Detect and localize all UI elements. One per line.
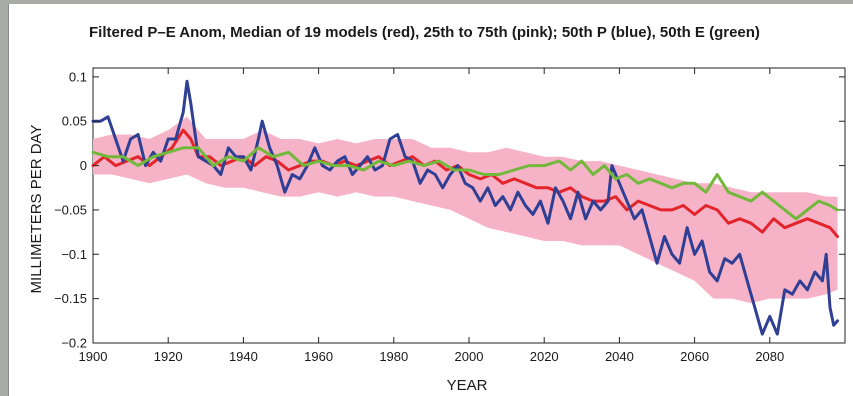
x-tick-label-2080: 2080 — [755, 349, 784, 364]
y-tick-label-3: −0.05 — [54, 202, 87, 217]
band-25-75 — [93, 116, 838, 304]
series-line-p50 — [91, 79, 839, 336]
x-tick-label-1900: 1900 — [79, 349, 108, 364]
y-tick-label-6: −0.2 — [61, 336, 87, 351]
x-tick-label-2020: 2020 — [530, 349, 559, 364]
y-tick-label-2: 0 — [80, 158, 87, 173]
y-tick-label-1: 0.05 — [62, 114, 87, 129]
chart-frame: Filtered P–E Anom, Median of 19 models (… — [8, 4, 853, 396]
x-tick-label-2040: 2040 — [605, 349, 634, 364]
plot-area: 1900 1920 1940 1960 1980 2000 2020 2040 2060 2080… — [54, 67, 846, 364]
chart-title: Filtered P–E Anom, Median of 19 models (… — [89, 24, 760, 41]
x-tick-label-2000: 2000 — [455, 349, 484, 364]
x-tick-label-1920: 1920 — [154, 349, 183, 364]
y-tick-label-5: −0.15 — [54, 291, 87, 306]
x-axis-title: YEAR — [447, 377, 488, 394]
chart-svg: Filtered P–E Anom, Median of 19 models (… — [28, 24, 846, 394]
y-tick-label-4: −0.1 — [61, 247, 87, 262]
x-tick-label-2060: 2060 — [680, 349, 709, 364]
x-tick-label-1960: 1960 — [304, 349, 333, 364]
y-axis-title: MILLIMETERS PER DAY — [28, 125, 45, 294]
x-tick-label-1980: 1980 — [379, 349, 408, 364]
series-line-e50 — [91, 146, 839, 221]
y-tick-label-0: 0.1 — [69, 69, 87, 84]
x-tick-label-1940: 1940 — [229, 349, 258, 364]
